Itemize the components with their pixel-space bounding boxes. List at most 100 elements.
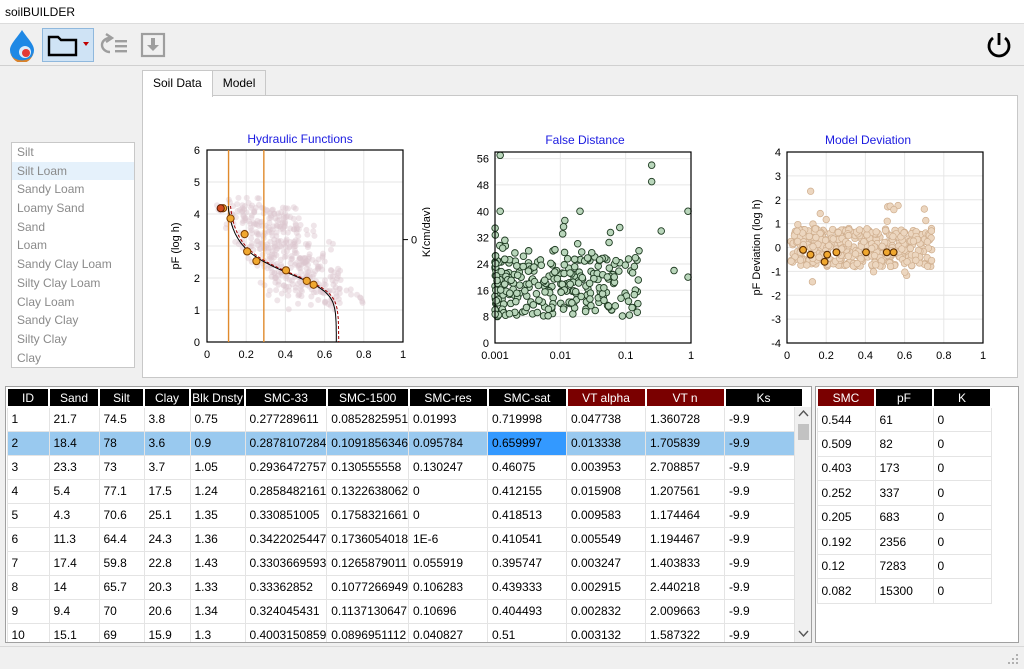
column-header[interactable]: K: [932, 387, 992, 408]
table-cell[interactable]: 3.7: [143, 454, 191, 480]
table-cell[interactable]: 11.3: [48, 526, 100, 552]
table-cell[interactable]: 0.1265879011: [326, 550, 409, 576]
table-cell[interactable]: 1.360728: [645, 406, 725, 432]
column-header[interactable]: Ks: [723, 387, 804, 408]
column-header[interactable]: Clay: [143, 387, 191, 408]
power-button[interactable]: [982, 28, 1016, 62]
table-cell[interactable]: -9.9: [724, 550, 803, 576]
table-cell[interactable]: 0: [932, 553, 992, 579]
table-cell[interactable]: 0.2936472757: [244, 454, 328, 480]
table-cell[interactable]: 78: [98, 430, 145, 456]
table-cell[interactable]: 0.46075: [487, 454, 567, 480]
table-cell[interactable]: 77.1: [98, 478, 145, 504]
table-cell[interactable]: 69: [98, 622, 145, 642]
column-header[interactable]: SMC-33: [244, 387, 328, 408]
table-cell[interactable]: 0.1137130647: [326, 598, 409, 624]
table-cell[interactable]: 5.4: [48, 478, 100, 504]
table-cell[interactable]: 20.6: [143, 598, 191, 624]
table-row[interactable]: 8 14 65.7 20.3 1.33 0.33362852 0.1077266949 0.1…: [6, 574, 803, 600]
column-header[interactable]: SMC: [816, 387, 876, 408]
table-cell[interactable]: 0.324045431: [244, 598, 328, 624]
table-cell[interactable]: 0.659997: [487, 430, 567, 456]
table-cell[interactable]: 7283: [874, 553, 934, 579]
table-row[interactable]: 0.192 2356 0: [816, 529, 992, 555]
table-cell[interactable]: 0.395747: [487, 550, 567, 576]
table-cell[interactable]: 0.2878107284: [244, 430, 328, 456]
table-cell[interactable]: 24.3: [143, 526, 191, 552]
soil-type-item[interactable]: Silty Clay: [17, 331, 68, 346]
table-row[interactable]: 0.082 15300 0: [816, 578, 992, 604]
column-header[interactable]: Sand: [48, 387, 100, 408]
table-cell[interactable]: 0.2858482161: [244, 478, 328, 504]
table-cell[interactable]: 0.1077266949: [326, 574, 409, 600]
table-cell[interactable]: 1.05: [189, 454, 246, 480]
table-row[interactable]: 10 15.1 69 15.9 1.3 0.4003150859 0.0896951112 0…: [6, 622, 803, 642]
table-cell[interactable]: 61: [874, 406, 934, 432]
table-cell[interactable]: 337: [874, 480, 934, 506]
table-cell[interactable]: -9.9: [724, 526, 803, 552]
table-cell[interactable]: 0.1758321661: [326, 502, 409, 528]
table-cell[interactable]: 0: [932, 455, 992, 481]
table-cell[interactable]: 0.009583: [566, 502, 646, 528]
table-cell[interactable]: 0.1091856346: [326, 430, 409, 456]
soil-type-item[interactable]: Loamy Sand: [17, 201, 85, 216]
table-cell[interactable]: 15.9: [143, 622, 191, 642]
table-cell[interactable]: 1.174464: [645, 502, 725, 528]
table-cell[interactable]: 0.3303669593: [244, 550, 328, 576]
table-cell[interactable]: 0.277289611: [244, 406, 328, 432]
table-cell[interactable]: -9.9: [724, 406, 803, 432]
table-cell[interactable]: 70: [98, 598, 145, 624]
table-cell[interactable]: 5: [6, 502, 50, 528]
table-cell[interactable]: 173: [874, 455, 934, 481]
table-row[interactable]: 7 17.4 59.8 22.8 1.43 0.3303669593 0.126587901…: [6, 550, 803, 576]
table-cell[interactable]: 4: [6, 478, 50, 504]
table-row[interactable]: 5 4.3 70.6 25.1 1.35 0.330851005 0.1758321661 0…: [6, 502, 803, 528]
table-cell[interactable]: 2.708857: [645, 454, 725, 480]
table-cell[interactable]: 1.24: [189, 478, 246, 504]
table-cell[interactable]: 2: [6, 430, 50, 456]
table-cell[interactable]: 1.35: [189, 502, 246, 528]
table-cell[interactable]: 0.51: [487, 622, 567, 642]
undo-list-button[interactable]: [98, 28, 134, 62]
table-cell[interactable]: 2.440218: [645, 574, 725, 600]
table-cell[interactable]: -9.9: [724, 598, 803, 624]
table-cell[interactable]: 0.003247: [566, 550, 646, 576]
table-cell[interactable]: 65.7: [98, 574, 145, 600]
table-cell[interactable]: 3: [6, 454, 50, 480]
table-cell[interactable]: 0.418513: [487, 502, 567, 528]
table-cell[interactable]: 0: [408, 478, 488, 504]
table-cell[interactable]: 0.412155: [487, 478, 567, 504]
table-cell[interactable]: 3.8: [143, 406, 191, 432]
table-cell[interactable]: 0.130555558: [326, 454, 409, 480]
table-cell[interactable]: 0.005549: [566, 526, 646, 552]
table-cell[interactable]: 6: [6, 526, 50, 552]
table-cell[interactable]: 0.015908: [566, 478, 646, 504]
table-cell[interactable]: -9.9: [724, 622, 803, 642]
table-cell[interactable]: 1.43: [189, 550, 246, 576]
table-cell[interactable]: 0: [932, 406, 992, 432]
soil-type-item[interactable]: Clay: [17, 350, 42, 365]
table-cell[interactable]: 1.403833: [645, 550, 725, 576]
table-cell[interactable]: 683: [874, 504, 934, 530]
column-header[interactable]: Silt: [98, 387, 145, 408]
soil-type-item[interactable]: Clay Loam: [17, 294, 75, 309]
table-cell[interactable]: 0.002832: [566, 598, 646, 624]
table-row[interactable]: 2 18.4 78 3.6 0.9 0.2878107284 0.1091856346 0.0…: [6, 430, 803, 456]
table-cell[interactable]: 0.055919: [408, 550, 488, 576]
table-cell[interactable]: 0.544: [816, 406, 876, 432]
table-cell[interactable]: 9: [6, 598, 50, 624]
table-cell[interactable]: 0.404493: [487, 598, 567, 624]
table-cell[interactable]: 1.36: [189, 526, 246, 552]
table-cell[interactable]: 0.040827: [408, 622, 488, 642]
table-cell[interactable]: 2.009663: [645, 598, 725, 624]
table-cell[interactable]: 0.106283: [408, 574, 488, 600]
column-header[interactable]: pF: [874, 387, 934, 408]
soil-type-item[interactable]: Sandy Clay: [17, 313, 79, 328]
table-cell[interactable]: 0.003953: [566, 454, 646, 480]
table-cell[interactable]: 21.7: [48, 406, 100, 432]
table-cell[interactable]: 1.587322: [645, 622, 725, 642]
table-cell[interactable]: 18.4: [48, 430, 100, 456]
column-header[interactable]: SMC-res: [407, 387, 489, 408]
table-row[interactable]: 0.403 173 0: [816, 455, 992, 481]
table-cell[interactable]: 1: [6, 406, 50, 432]
